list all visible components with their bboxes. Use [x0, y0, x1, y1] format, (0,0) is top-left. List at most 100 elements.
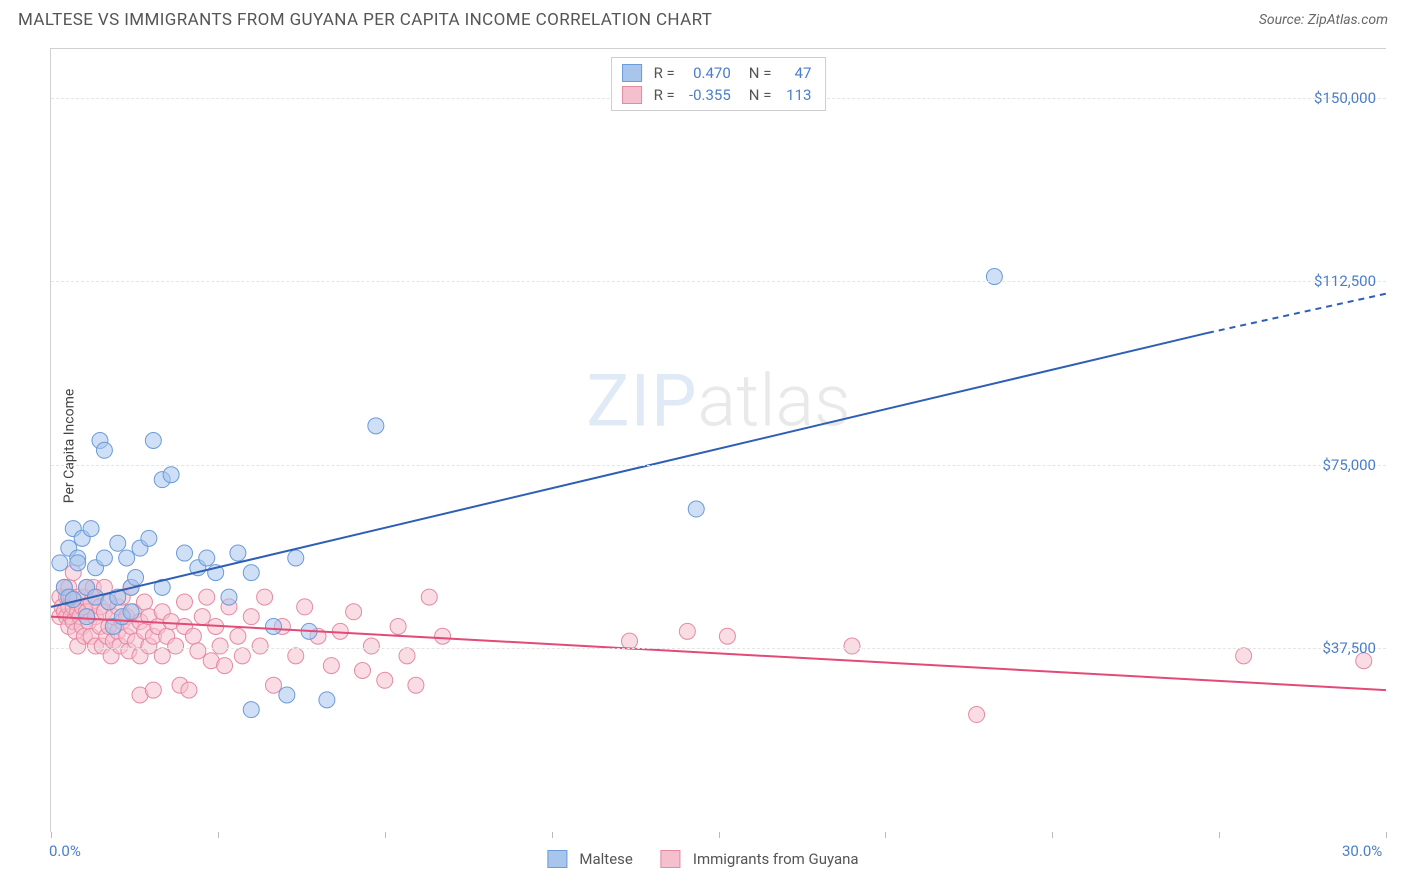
maltese-point	[243, 702, 259, 718]
guyana-point	[243, 609, 259, 625]
guyana-point	[154, 648, 170, 664]
x-tick	[1219, 832, 1220, 838]
guyana-point	[217, 658, 233, 674]
maltese-point	[266, 618, 282, 634]
guyana-point	[252, 638, 268, 654]
x-tick-label: 0.0%	[49, 842, 81, 860]
legend-swatch	[622, 86, 642, 104]
maltese-point	[52, 555, 68, 571]
guyana-point	[177, 594, 193, 610]
r-label: R =	[654, 84, 675, 106]
n-value: 47	[777, 62, 811, 84]
maltese-point	[128, 570, 144, 586]
n-label: N =	[749, 84, 772, 106]
maltese-point	[230, 545, 246, 561]
page-title: MALTESE VS IMMIGRANTS FROM GUYANA PER CA…	[18, 10, 712, 30]
legend-swatch	[547, 850, 567, 868]
series-legend-item: Immigrants from Guyana	[661, 850, 859, 868]
series-label: Maltese	[579, 850, 632, 868]
stats-legend-row: R = -0.355 N =113	[622, 84, 812, 106]
y-tick-label: $112,500	[1314, 272, 1376, 290]
maltese-point	[279, 687, 295, 703]
stats-legend: R = 0.470 N =47R = -0.355 N =113	[611, 57, 827, 111]
scatter-plot-svg	[51, 49, 1386, 832]
r-value: -0.355	[681, 84, 731, 106]
maltese-point	[221, 589, 237, 605]
y-tick-label: $37,500	[1322, 639, 1376, 657]
guyana-point	[168, 638, 184, 654]
guyana-point	[377, 672, 393, 688]
gridline	[51, 465, 1386, 466]
series-legend-item: Maltese	[547, 850, 632, 868]
guyana-point	[234, 648, 250, 664]
guyana-point	[679, 623, 695, 639]
guyana-point	[719, 628, 735, 644]
maltese-point	[288, 550, 304, 566]
y-tick-label: $75,000	[1322, 456, 1376, 474]
guyana-point	[844, 638, 860, 654]
maltese-point	[96, 550, 112, 566]
x-tick	[51, 832, 52, 838]
maltese-point	[319, 692, 335, 708]
stats-legend-row: R =0.470N =47	[622, 62, 812, 84]
maltese-point	[110, 535, 126, 551]
gridline	[51, 281, 1386, 282]
guyana-point	[212, 638, 228, 654]
guyana-point	[185, 628, 201, 644]
maltese-point	[70, 555, 86, 571]
n-value: 113	[777, 84, 811, 106]
guyana-point	[145, 682, 161, 698]
guyana-point	[297, 599, 313, 615]
x-tick	[1386, 832, 1387, 838]
source-attribution: Source: ZipAtlas.com	[1259, 12, 1388, 28]
guyana-point	[363, 638, 379, 654]
guyana-point	[355, 663, 371, 679]
series-legend: Maltese Immigrants from Guyana	[547, 850, 858, 868]
guyana-point	[1236, 648, 1252, 664]
r-value: 0.470	[681, 62, 731, 84]
y-tick-label: $150,000	[1314, 89, 1376, 107]
guyana-point	[346, 604, 362, 620]
maltese-point	[145, 433, 161, 449]
guyana-point	[969, 707, 985, 723]
trendline	[51, 617, 1386, 690]
maltese-point	[96, 442, 112, 458]
maltese-point	[368, 418, 384, 434]
maltese-point	[141, 530, 157, 546]
x-tick	[218, 832, 219, 838]
guyana-point	[435, 628, 451, 644]
guyana-point	[390, 618, 406, 634]
guyana-point	[421, 589, 437, 605]
maltese-point	[123, 604, 139, 620]
guyana-point	[230, 628, 246, 644]
guyana-point	[288, 648, 304, 664]
guyana-point	[323, 658, 339, 674]
maltese-point	[177, 545, 193, 561]
guyana-point	[181, 682, 197, 698]
guyana-point	[257, 589, 273, 605]
chart-plot-area: R =0.470N =47R =-0.355N =113 ZIPatlas $3…	[50, 48, 1386, 832]
guyana-point	[199, 589, 215, 605]
x-tick	[1052, 832, 1053, 838]
maltese-point	[243, 565, 259, 581]
guyana-point	[194, 609, 210, 625]
guyana-point	[266, 677, 282, 693]
legend-swatch	[622, 64, 642, 82]
r-label: R =	[654, 62, 675, 84]
maltese-point	[83, 521, 99, 537]
guyana-point	[622, 633, 638, 649]
x-tick	[719, 832, 720, 838]
gridline	[51, 648, 1386, 649]
trendline	[51, 69, 1186, 832]
guyana-point	[408, 677, 424, 693]
x-tick	[552, 832, 553, 838]
x-tick	[385, 832, 386, 838]
trendline	[1208, 294, 1386, 333]
series-label: Immigrants from Guyana	[693, 850, 859, 868]
trendline	[51, 333, 1208, 607]
legend-swatch	[661, 850, 681, 868]
maltese-point	[79, 609, 95, 625]
x-tick	[885, 832, 886, 838]
maltese-point	[688, 501, 704, 517]
maltese-point	[163, 467, 179, 483]
